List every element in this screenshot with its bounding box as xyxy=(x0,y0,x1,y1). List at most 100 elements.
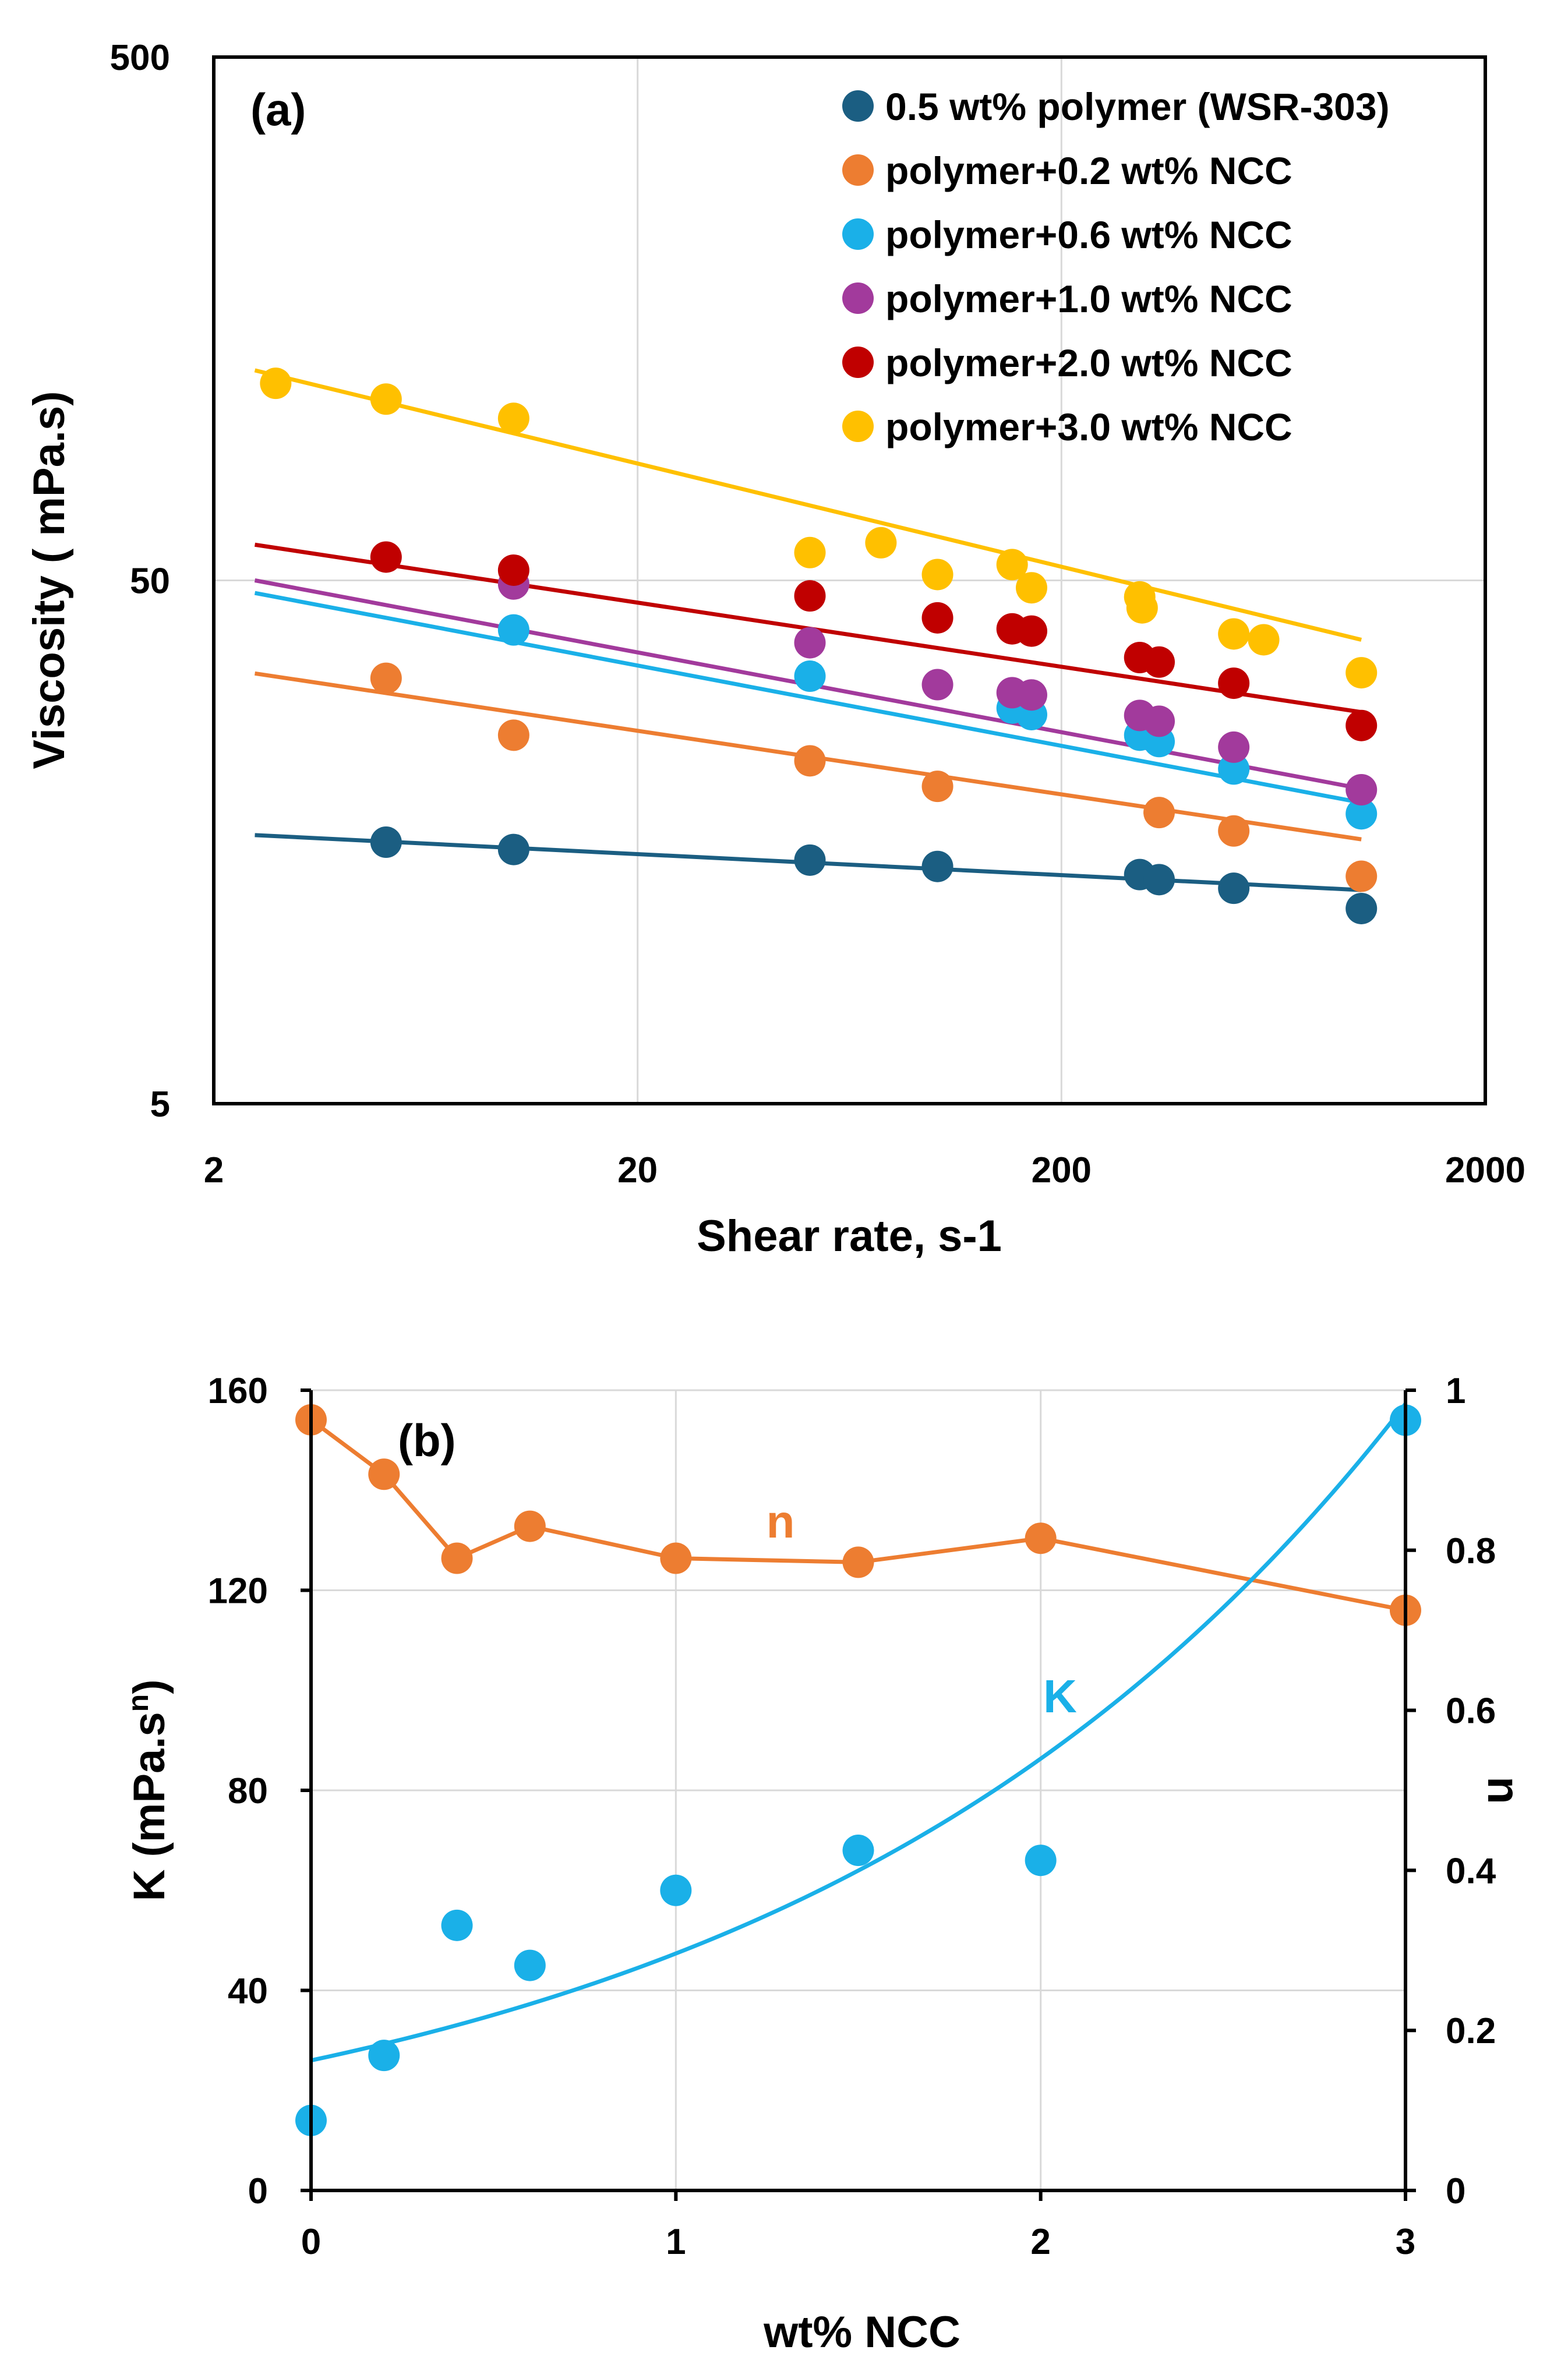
panel-a-point-0-5-wt-polymer-wsr-303 xyxy=(794,844,826,876)
panel-a-point-polymer-0-2-wt-ncc xyxy=(921,771,953,803)
panel-b-left-tick-160: 160 xyxy=(208,1371,268,1411)
panel-a-point-0-5-wt-polymer-wsr-303 xyxy=(921,850,953,882)
legend-label: polymer+0.2 wt% NCC xyxy=(885,149,1292,192)
panel-a-point-polymer-0-6-wt-ncc xyxy=(497,614,529,646)
panel-a-x-tick-20: 20 xyxy=(617,1150,658,1190)
panel-a-point-polymer-0-2-wt-ncc xyxy=(794,745,826,777)
panel-a-fit-line-polymer-3-0-wt-ncc xyxy=(254,368,1362,642)
k-fit-curve xyxy=(310,1402,1407,2063)
panel-b-left-tick-labels: 0 40 80 120 160 xyxy=(208,1371,311,2211)
n-series-point xyxy=(842,1546,874,1578)
panel-a-point-polymer-3-0-wt-ncc xyxy=(497,402,529,434)
panel-a-point-polymer-0-2-wt-ncc xyxy=(497,719,529,751)
panel-b-series-label-n: n xyxy=(767,1496,795,1547)
panel-a-point-polymer-2-0-wt-ncc xyxy=(921,602,953,634)
n-series-line xyxy=(309,1418,1406,1613)
panel-a-point-polymer-2-0-wt-ncc xyxy=(1345,709,1378,741)
panel-a-point-polymer-1-0-wt-ncc xyxy=(921,669,953,701)
legend-item-polymer-0-2-wt-ncc: polymer+0.2 wt% NCC xyxy=(842,149,1292,192)
panel-b-x-tick-labels: 0 1 2 3 xyxy=(301,2190,1415,2262)
panel-a-point-polymer-0-6-wt-ncc xyxy=(1218,753,1250,785)
panel-a-point-polymer-3-0-wt-ncc xyxy=(370,383,402,415)
panel-a-point-polymer-3-0-wt-ncc xyxy=(1345,657,1378,689)
panel-b-right-tick-0-2: 0.2 xyxy=(1446,2011,1496,2051)
n-series-point xyxy=(368,1458,400,1490)
panel-b-x-axis-title: wt% NCC xyxy=(763,2308,960,2357)
legend-marker xyxy=(842,347,874,378)
panel-b-k-series xyxy=(295,1402,1421,2136)
panel-a-point-polymer-0-6-wt-ncc xyxy=(794,660,826,692)
panel-a-point-polymer-2-0-wt-ncc xyxy=(497,554,529,586)
legend-label: polymer+2.0 wt% NCC xyxy=(885,341,1292,384)
panel-a-point-0-5-wt-polymer-wsr-303 xyxy=(1143,864,1175,896)
panel-b-left-tick-80: 80 xyxy=(228,1771,268,1811)
k-series-point xyxy=(368,2040,400,2072)
panel-b-right-tick-labels: 0 0.2 0.4 0.6 0.8 1 xyxy=(1405,1371,1496,2211)
panel-a-x-tick-2000: 2000 xyxy=(1445,1150,1525,1190)
panel-a-point-polymer-2-0-wt-ncc xyxy=(1218,667,1250,699)
panel-b-gridlines xyxy=(311,1389,1405,2190)
panel-a-label: (a) xyxy=(250,84,306,135)
panel-b-x-tick-0: 0 xyxy=(301,2222,321,2262)
panel-a-point-polymer-3-0-wt-ncc xyxy=(1126,592,1158,624)
panel-b-right-tick-0: 0 xyxy=(1446,2171,1465,2211)
panel-a-point-polymer-3-0-wt-ncc xyxy=(865,527,897,559)
panel-b-left-axis-title: K (mPa.sn) xyxy=(122,1679,174,1901)
panel-a-gridlines xyxy=(214,57,1485,1104)
panel-a-point-polymer-3-0-wt-ncc xyxy=(1015,572,1047,604)
panel-a-x-tick-200: 200 xyxy=(1032,1150,1092,1190)
panel-a-data-points xyxy=(260,368,1378,924)
panel-a-point-0-5-wt-polymer-wsr-303 xyxy=(1218,872,1250,904)
k-series-point xyxy=(842,1835,874,1867)
panel-b-k-n-chart: 0 1 2 3 0 40 80 120 160 0 0.2 0.4 0.6 0.8 1 (b) n K … xyxy=(122,1371,1530,2357)
panel-b-label: (b) xyxy=(398,1415,456,1466)
panel-a-point-polymer-0-2-wt-ncc xyxy=(1143,797,1175,829)
legend-item-polymer-0-6-wt-ncc: polymer+0.6 wt% NCC xyxy=(842,213,1292,256)
k-series-point xyxy=(1025,1844,1057,1877)
panel-a-point-polymer-1-0-wt-ncc xyxy=(1143,705,1175,737)
panel-a-point-0-5-wt-polymer-wsr-303 xyxy=(1345,892,1378,924)
panel-a-y-tick-500: 500 xyxy=(110,38,170,78)
k-series-point xyxy=(660,1874,692,1906)
legend-marker xyxy=(842,411,874,442)
k-axis-title-main: K (mPa.s xyxy=(125,1712,174,1901)
panel-a-point-polymer-0-2-wt-ncc xyxy=(370,662,402,694)
legend-marker xyxy=(842,218,874,250)
panel-b-left-tick-40: 40 xyxy=(228,1971,268,2012)
panel-a-plot-frame xyxy=(212,55,1487,1105)
panel-a-point-0-5-wt-polymer-wsr-303 xyxy=(370,826,402,858)
legend-marker xyxy=(842,282,874,314)
panel-b-right-tick-0-6: 0.6 xyxy=(1446,1691,1496,1732)
panel-a-point-polymer-2-0-wt-ncc xyxy=(794,580,826,612)
panel-b-right-tick-0-8: 0.8 xyxy=(1446,1531,1496,1571)
panel-a-point-polymer-1-0-wt-ncc xyxy=(794,627,826,659)
legend-label: polymer+1.0 wt% NCC xyxy=(885,277,1292,320)
n-series-point xyxy=(514,1510,546,1542)
panel-a-x-tick-2: 2 xyxy=(204,1150,224,1190)
panel-a-point-polymer-3-0-wt-ncc xyxy=(794,536,826,568)
legend-item-polymer-1-0-wt-ncc: polymer+1.0 wt% NCC xyxy=(842,277,1292,320)
panel-a-point-polymer-0-6-wt-ncc xyxy=(1345,798,1378,830)
panel-a-point-polymer-0-2-wt-ncc xyxy=(1218,815,1250,847)
n-series-point xyxy=(660,1542,692,1574)
panel-a-y-tick-5: 5 xyxy=(150,1084,170,1125)
panel-a-legend: 0.5 wt% polymer (WSR-303) polymer+0.2 wt%… xyxy=(842,85,1390,448)
panel-a-y-axis-title: Viscosity ( mPa.s) xyxy=(24,391,74,769)
panel-a-y-tick-50: 50 xyxy=(130,561,170,602)
legend-label: 0.5 wt% polymer (WSR-303) xyxy=(885,85,1390,128)
panel-a-point-polymer-1-0-wt-ncc xyxy=(1015,679,1047,711)
k-axis-title-close: ) xyxy=(125,1679,174,1694)
panel-a-point-polymer-1-0-wt-ncc xyxy=(1345,774,1378,806)
panel-a-fit-line-polymer-0-6-wt-ncc xyxy=(254,591,1362,805)
legend-marker xyxy=(842,154,874,186)
panel-a-point-polymer-3-0-wt-ncc xyxy=(1218,618,1250,650)
panel-a-viscosity-chart: 2 20 200 2000 5 50 500 (a) Shear rate, s-1 Vi… xyxy=(24,38,1525,1261)
panel-b-left-tick-120: 120 xyxy=(208,1571,268,1612)
k-series-point xyxy=(441,1909,473,1941)
panel-b-x-tick-2: 2 xyxy=(1030,2222,1050,2262)
panel-b-right-tick-1: 1 xyxy=(1446,1371,1465,1411)
panel-b-x-tick-1: 1 xyxy=(666,2222,686,2262)
panel-b-left-tick-0: 0 xyxy=(248,2171,268,2211)
k-series-point xyxy=(514,1949,546,1981)
panel-b-right-tick-0-4: 0.4 xyxy=(1446,1851,1496,1891)
